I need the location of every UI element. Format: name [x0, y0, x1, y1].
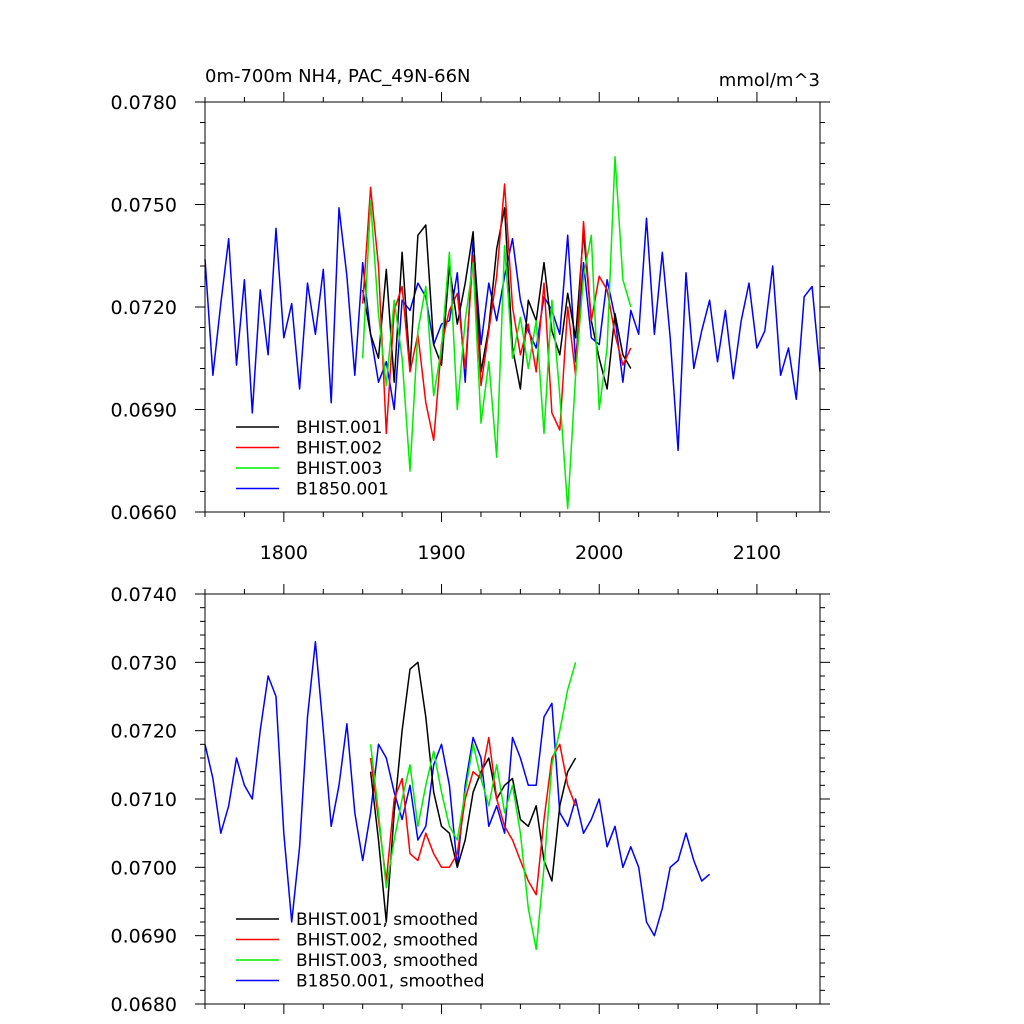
y-tick-label: 0.0720 [111, 297, 177, 319]
legend-label: B1850.001 [296, 480, 389, 500]
series-lines [204, 641, 711, 951]
y-tick-label: 0.0720 [111, 721, 177, 743]
legend-label: BHIST.001, smoothed [296, 910, 478, 930]
series-line-b1850-001-smoothed [204, 641, 711, 937]
series-line-bhist-003 [361, 155, 632, 510]
y-tick-label: 0.0690 [111, 926, 177, 948]
y-tick-labels: 0.0680 0.0690 0.0700 0.0710 0.0720 0.0730 0.07… [111, 584, 177, 1016]
bottom-panel: 0.0680 0.0690 0.0700 0.0710 0.0720 0.0730 0.07… [111, 584, 830, 1016]
x-tick-label: 2000 [575, 542, 623, 564]
series-line-bhist-002-smoothed [369, 736, 577, 896]
y-tick-label: 0.0710 [111, 789, 177, 811]
y-tick-label: 0.0740 [111, 584, 177, 606]
panel-title: 0m-700m NH4, PAC_49N-66N [205, 66, 471, 87]
legend-label: BHIST.002, smoothed [296, 931, 478, 951]
x-tick-label: 1800 [260, 542, 308, 564]
series-line-bhist-002 [361, 183, 632, 442]
axis-ticks [195, 584, 830, 1014]
y-tick-label: 0.0690 [111, 400, 177, 422]
legend-label: B1850.001, smoothed [296, 972, 485, 992]
plot-frame [204, 593, 821, 1005]
axis-ticks [195, 92, 830, 522]
y-tick-label: 0.0780 [111, 92, 177, 114]
series-line-bhist-001-smoothed [369, 661, 577, 923]
top-panel: 0m-700m NH4, PAC_49N-66N mmol/m^3 0.0660… [111, 66, 830, 564]
legend-label: BHIST.002 [296, 439, 382, 459]
y-tick-label: 0.0750 [111, 195, 177, 217]
y-tick-label: 0.0730 [111, 652, 177, 674]
x-tick-label: 2100 [733, 542, 781, 564]
legend-label: BHIST.001 [296, 418, 382, 438]
y-tick-label: 0.0700 [111, 857, 177, 879]
units-label: mmol/m^3 [719, 70, 820, 91]
y-tick-label: 0.0660 [111, 502, 177, 524]
x-tick-labels: 1800 1900 2000 2100 [260, 542, 781, 564]
legend-label: BHIST.003, smoothed [296, 951, 478, 971]
series-lines [204, 155, 821, 510]
legend-label: BHIST.003 [296, 459, 382, 479]
y-tick-label: 0.0680 [111, 994, 177, 1016]
series-line-b1850-001 [204, 207, 821, 452]
plot-frame [204, 101, 821, 513]
y-tick-labels: 0.0660 0.0690 0.0720 0.0750 0.0780 [111, 92, 177, 524]
series-line-bhist-003-smoothed [369, 662, 577, 951]
x-tick-label: 1900 [417, 542, 465, 564]
